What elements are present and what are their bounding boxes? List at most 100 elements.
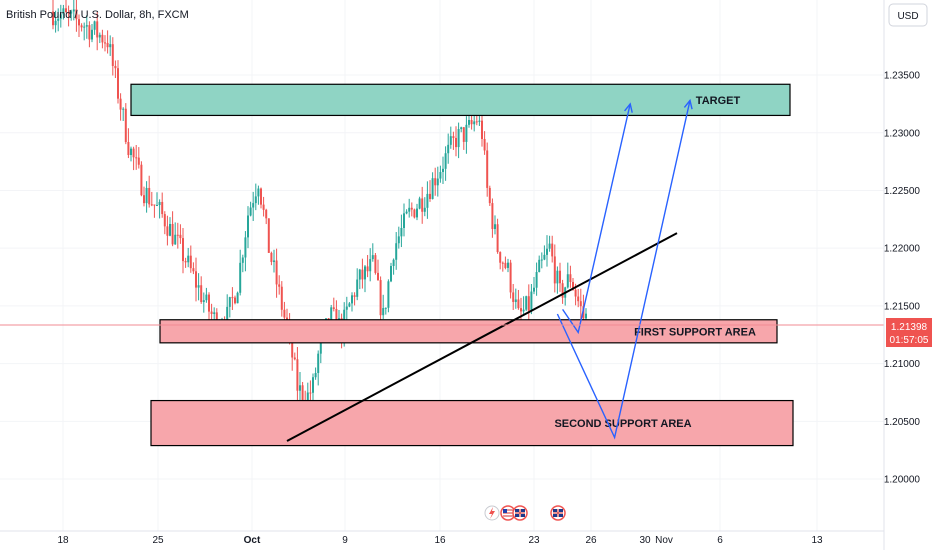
candle-body [161,201,164,215]
zone-box [159,319,778,344]
drawings[interactable] [286,98,693,442]
price-tick-label: 1.21000 [884,359,921,370]
time-tick-label: 26 [585,535,597,546]
candle-body [585,313,587,319]
candle-body [197,285,200,288]
candle-body [234,297,236,304]
candle-body [379,280,382,316]
time-tick-label: 25 [152,535,164,546]
candle-body [345,306,348,310]
candle-body [252,203,255,208]
time-axis[interactable]: 18 25 Oct 9 16 23 26 30 Nov 6 13 [57,535,823,546]
candle-body [561,283,564,298]
candle-body [104,42,106,44]
candle-body [101,34,104,43]
candle-body [291,330,294,358]
candle-body [208,294,210,312]
candle-body [369,259,372,272]
price-tag-frame [886,318,932,347]
price-tag-value: 1.21398 [891,322,928,333]
candle-body [330,307,333,326]
candle-body [457,129,460,148]
candle-body [460,127,463,130]
candle-body [361,269,364,280]
candle-body [465,124,468,142]
candle-body [579,301,582,307]
candle-body [124,108,127,143]
zones[interactable]: TARGET FIRST SUPPORT AREA SECOND SUPPORT A… [130,83,794,447]
price-tick-label: 1.20000 [884,475,921,486]
candle-body [408,207,411,212]
projection-path [562,103,631,335]
candle-body [296,359,299,391]
candle-body [538,259,541,273]
zone-box [150,399,794,447]
candle-body [75,9,78,20]
candle-body [62,8,65,15]
candle-body [387,281,390,308]
candle-body [273,260,275,262]
candle-body [247,215,249,238]
price-axis[interactable]: 1.23500 1.23000 1.22500 1.22000 1.21500 1.210… [884,71,921,486]
candle-body [244,237,247,258]
candle-body [384,307,387,309]
price-tick-label: 1.23000 [884,128,921,139]
candle-body [429,193,431,200]
candle-body [488,187,491,204]
candle-body [145,187,148,204]
uk-flag-icon[interactable] [550,505,566,521]
candle-body [231,297,234,299]
lightning-icon[interactable] [484,505,500,521]
candle-body [543,254,546,260]
uk-flag-icon[interactable] [512,505,528,521]
candle-body [171,223,174,245]
currency-button[interactable]: USD [888,3,928,27]
candle-body [236,292,239,304]
candle-body [509,262,512,293]
time-tick-label: 13 [811,535,823,546]
candle-body [189,255,192,269]
candle-body [283,309,286,318]
candle-body [78,19,80,26]
candle-body [54,20,57,26]
candle-body [187,255,190,263]
candle-body [533,287,535,292]
candle-body [358,269,361,280]
candle-body [265,209,268,219]
currency-button-frame[interactable] [888,3,928,27]
candle-body [374,255,377,273]
candle-body [535,272,538,288]
time-tick-label: 9 [342,535,348,546]
candle-body [395,243,398,260]
candle-body [132,148,135,158]
candle-body [119,98,122,110]
us-flag-icon[interactable] [500,505,516,521]
candle-body [470,120,473,125]
event-icons[interactable] [484,505,566,521]
candle-body [239,262,242,293]
candle-body [559,270,561,284]
candle-body [153,204,156,206]
candle-body [213,312,216,315]
candle-body [59,14,62,19]
time-tick-label: 18 [57,535,69,546]
price-tick-label: 1.20500 [884,417,921,428]
candle-body [200,285,203,302]
candle-body [117,68,119,99]
time-tick-label: 6 [717,535,723,546]
candle-body [67,12,70,14]
candle-body [455,137,457,148]
candle-body [377,272,379,281]
candle-body [314,372,317,378]
candle-body [93,21,96,30]
price-tag-countdown: 01:57:05 [890,335,929,346]
candle-body [390,265,392,282]
candle-body [179,234,182,239]
symbol-title: British Pound / U.S. Dollar, 8h, FXCM [6,9,189,21]
candle-body [504,262,507,268]
candle-body [548,243,551,249]
candle-body [468,120,470,125]
candle-body [348,303,351,307]
